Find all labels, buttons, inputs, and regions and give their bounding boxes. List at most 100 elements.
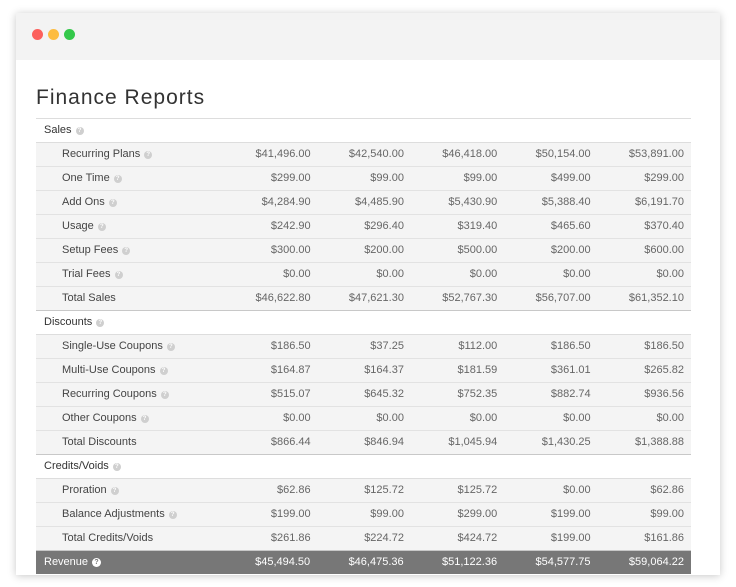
table-row: Recurring Coupons? $515.07 $645.32 $752.35 $… xyxy=(36,383,691,407)
total-row: Total Discounts $866.44 $846.94 $1,045.94 $1… xyxy=(36,431,691,455)
value-cell: $0.00 xyxy=(563,484,591,496)
help-icon[interactable]: ? xyxy=(166,342,175,351)
value-cell: $465.60 xyxy=(550,220,591,232)
help-icon[interactable]: ? xyxy=(112,462,121,471)
value-cell: $0.00 xyxy=(376,412,404,424)
value-cell: $52,767.30 xyxy=(442,292,498,304)
value-cell: $224.72 xyxy=(364,532,404,544)
revenue-value-cell: $59,064.22 xyxy=(628,556,684,568)
help-icon[interactable]: ? xyxy=(75,126,84,135)
row-label-text: Single-Use Coupons xyxy=(62,340,163,352)
table-row: One Time? $299.00 $99.00 $99.00 $499.00 $299.… xyxy=(36,167,691,191)
section-header-sales: Sales? xyxy=(36,119,691,143)
row-label: Total Sales xyxy=(36,287,217,310)
value-cell: $62.86 xyxy=(276,484,311,496)
value-cell: $99.00 xyxy=(463,172,498,184)
value-cell: $125.72 xyxy=(457,484,498,496)
revenue-value-cell: $46,475.36 xyxy=(348,556,404,568)
help-icon[interactable]: ? xyxy=(110,486,119,495)
value-cell: $186.50 xyxy=(644,340,684,352)
revenue-row: Revenue? $45,494.50 $46,475.36 $51,122.36 $5… xyxy=(36,551,691,574)
value-cell: $199.00 xyxy=(550,532,591,544)
value-cell: $0.00 xyxy=(656,268,684,280)
help-icon[interactable]: ? xyxy=(96,318,105,327)
value-cell: $600.00 xyxy=(644,244,684,256)
row-label: Usage? xyxy=(36,215,217,238)
row-label: Recurring Coupons? xyxy=(36,383,217,406)
row-label: Recurring Plans? xyxy=(36,143,217,166)
row-label-text: Multi-Use Coupons xyxy=(62,364,156,376)
value-cell: $424.72 xyxy=(457,532,498,544)
value-cell: $0.00 xyxy=(283,268,311,280)
help-icon[interactable]: ? xyxy=(168,510,177,519)
value-cell: $0.00 xyxy=(376,268,404,280)
value-cell: $5,430.90 xyxy=(448,196,498,208)
value-cell: $50,154.00 xyxy=(535,148,591,160)
value-cell: $242.90 xyxy=(270,220,311,232)
row-label-text: Proration xyxy=(62,484,107,496)
value-cell: $296.40 xyxy=(364,220,404,232)
row-label-text: Add Ons xyxy=(62,196,105,208)
row-label: Other Coupons? xyxy=(36,407,217,430)
value-cell: $199.00 xyxy=(550,508,591,520)
value-cell: $265.82 xyxy=(644,364,684,376)
help-icon[interactable]: ? xyxy=(114,270,123,279)
value-cell: $53,891.00 xyxy=(628,148,684,160)
value-cell: $299.00 xyxy=(270,172,311,184)
help-icon[interactable]: ? xyxy=(108,198,117,207)
help-icon[interactable]: ? xyxy=(160,390,169,399)
value-cell: $846.94 xyxy=(364,436,404,448)
value-cell: $1,430.25 xyxy=(541,436,591,448)
row-label: Total Discounts xyxy=(36,431,217,454)
table-row: Multi-Use Coupons? $164.87 $164.37 $181.59 $… xyxy=(36,359,691,383)
value-cell: $42,540.00 xyxy=(348,148,404,160)
value-cell: $161.86 xyxy=(644,532,684,544)
value-cell: $261.86 xyxy=(270,532,311,544)
row-label: Proration? xyxy=(36,479,217,502)
value-cell: $5,388.40 xyxy=(541,196,591,208)
table-row: Balance Adjustments? $199.00 $99.00 $299.00… xyxy=(36,503,691,527)
revenue-label: Revenue? xyxy=(36,551,217,574)
value-cell: $882.74 xyxy=(550,388,591,400)
value-cell: $645.32 xyxy=(364,388,404,400)
value-cell: $1,045.94 xyxy=(448,436,498,448)
revenue-value-cell: $54,577.75 xyxy=(535,556,591,568)
value-cell: $37.25 xyxy=(370,340,404,352)
section-title: Sales xyxy=(44,124,72,136)
window-titlebar xyxy=(16,13,720,60)
value-cell: $4,485.90 xyxy=(355,196,404,208)
row-label: Multi-Use Coupons? xyxy=(36,359,217,382)
help-icon[interactable]: ? xyxy=(92,558,102,567)
value-cell: $300.00 xyxy=(270,244,311,256)
value-cell: $866.44 xyxy=(270,436,311,448)
row-label: Add Ons? xyxy=(36,191,217,214)
maximize-window-button[interactable] xyxy=(64,29,75,40)
minimize-window-button[interactable] xyxy=(48,29,59,40)
help-icon[interactable]: ? xyxy=(113,174,122,183)
row-label: Single-Use Coupons? xyxy=(36,335,217,358)
value-cell: $99.00 xyxy=(650,508,684,520)
value-cell: $125.72 xyxy=(364,484,404,496)
row-label: One Time? xyxy=(36,167,217,190)
row-label-text: Recurring Coupons xyxy=(62,388,157,400)
value-cell: $936.56 xyxy=(644,388,684,400)
help-icon[interactable]: ? xyxy=(140,414,149,423)
value-cell: $6,191.70 xyxy=(635,196,684,208)
help-icon[interactable]: ? xyxy=(122,246,131,255)
row-label-text: Recurring Plans xyxy=(62,148,141,160)
help-icon[interactable]: ? xyxy=(159,366,168,375)
row-label: Setup Fees? xyxy=(36,239,217,262)
row-label: Trial Fees? xyxy=(36,263,217,286)
value-cell: $181.59 xyxy=(457,364,498,376)
report-window: Finance Reports Sales? Recurring Plans? $4… xyxy=(16,13,720,575)
help-icon[interactable]: ? xyxy=(97,222,106,231)
finance-report-table: Sales? Recurring Plans? $41,496.00 $42,540.… xyxy=(36,118,691,574)
close-window-button[interactable] xyxy=(32,29,43,40)
row-label-text: Other Coupons xyxy=(62,412,137,424)
row-label-text: Balance Adjustments xyxy=(62,508,165,520)
value-cell: $1,388.88 xyxy=(635,436,684,448)
help-icon[interactable]: ? xyxy=(144,150,153,159)
value-cell: $62.86 xyxy=(650,484,684,496)
value-cell: $361.01 xyxy=(550,364,591,376)
row-label: Balance Adjustments? xyxy=(36,503,217,526)
